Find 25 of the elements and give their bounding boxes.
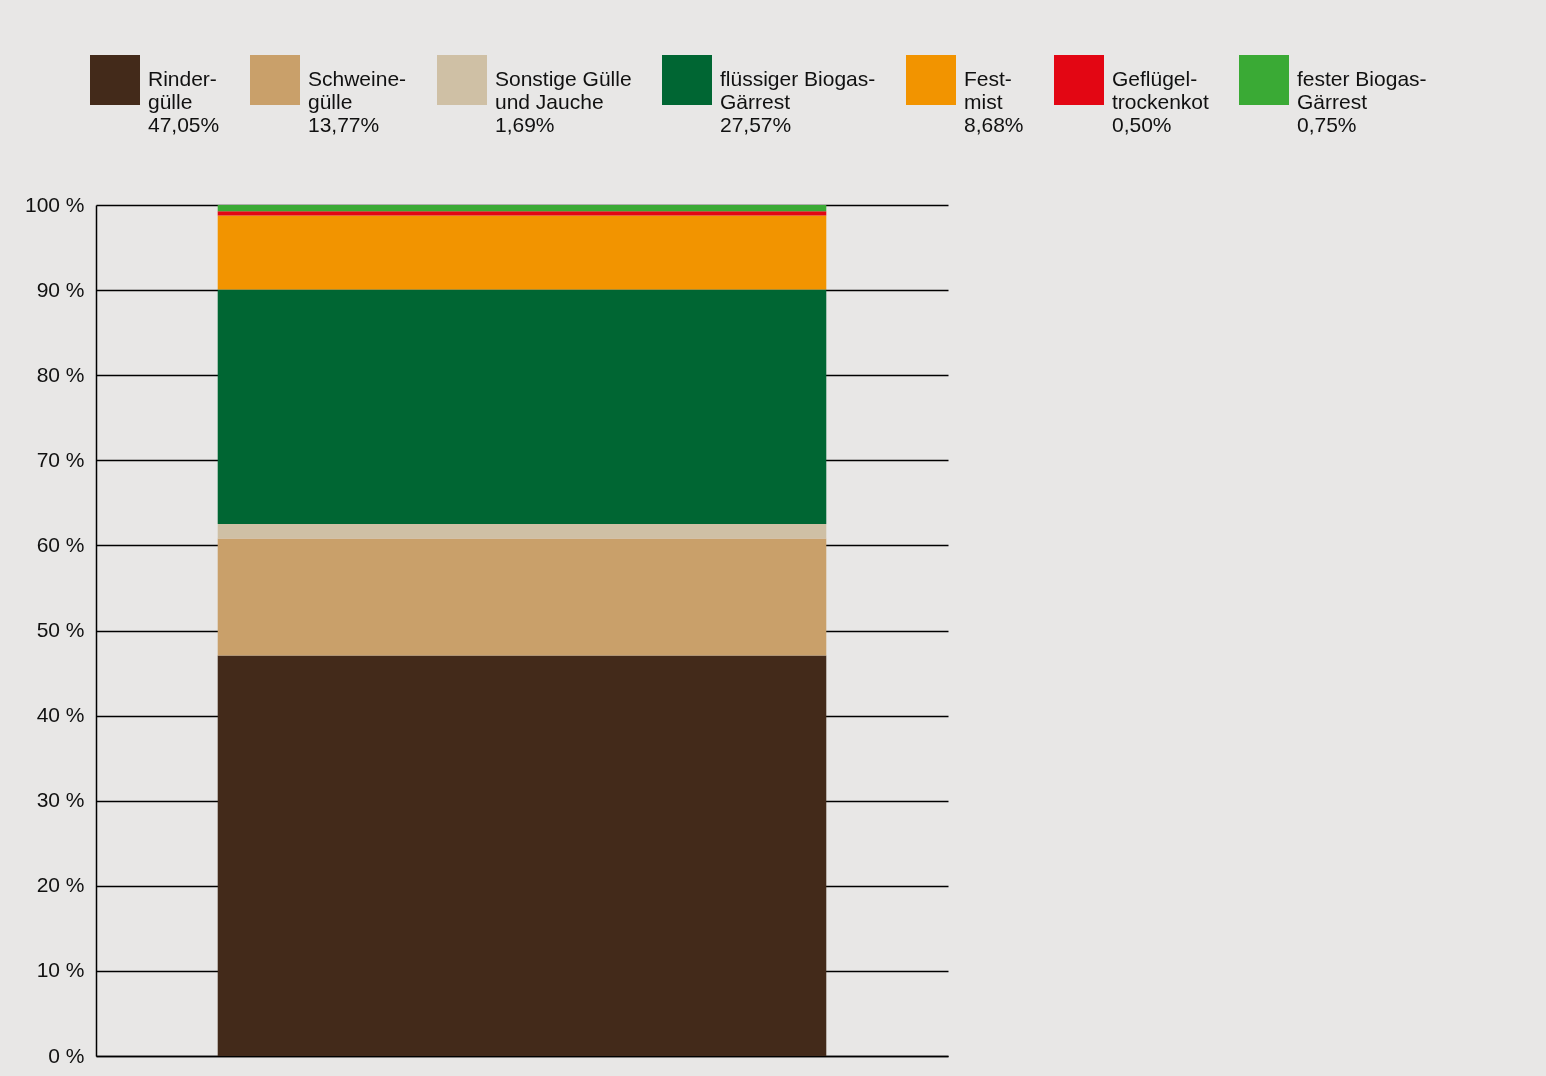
legend-label: flüssiger Biogas- Gärrest 27,57% [720,67,876,136]
bar [217,289,827,525]
legend-label: fester Biogas- Gärrest 0,75% [1297,67,1427,136]
y-tick-label: 40 % [36,703,85,727]
bar [217,655,827,1056]
y-tick-label: 100 % [24,192,85,216]
bar [217,204,827,212]
y-tick-label: 30 % [36,788,85,812]
legend-label: Fest- mist 8,68% [964,67,1024,136]
bar [217,215,827,290]
bar [217,524,827,539]
bar [217,538,827,656]
legend-label: Sonstige Gülle und Jauche 1,69% [495,67,632,136]
bar [217,211,827,216]
y-tick-label: 0 % [48,1043,85,1067]
legend-label: Rinder- gülle 47,05% [148,67,220,136]
y-tick-label: 50 % [36,618,85,641]
y-tick-label: 60 % [36,532,85,556]
legend-label: Schweine- gülle 13,77% [308,67,407,136]
y-tick-label: 80 % [36,362,85,386]
y-tick-label: 20 % [36,873,85,897]
y-tick-label: 70 % [36,447,85,471]
y-tick-label: 90 % [36,277,85,301]
y-tick-label: 10 % [36,958,85,982]
legend-label: Geflügel- trockenkot 0,50% [1112,67,1210,136]
